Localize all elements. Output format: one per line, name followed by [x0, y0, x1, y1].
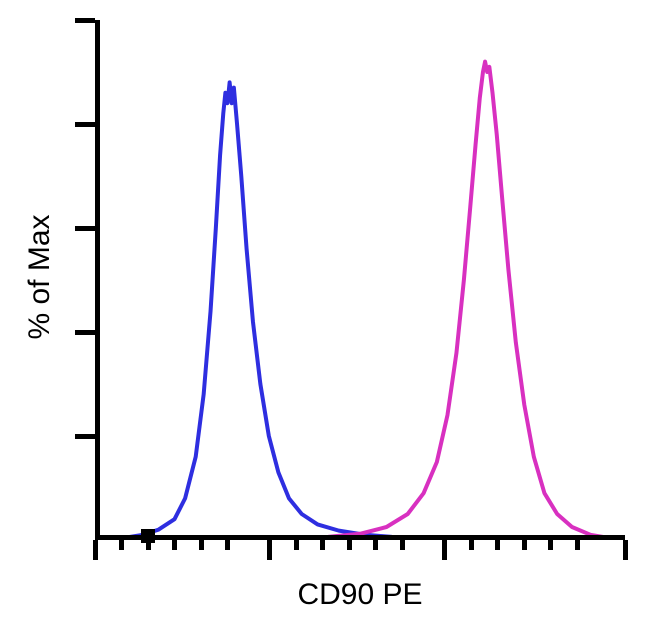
x-tick-major — [623, 540, 628, 560]
plot-area — [95, 20, 625, 540]
x-axis-marker — [141, 529, 155, 543]
y-tick-major — [75, 330, 95, 335]
x-tick-minor — [469, 540, 474, 550]
x-tick-minor — [199, 540, 204, 550]
y-tick-major — [75, 434, 95, 439]
series-control — [95, 82, 625, 540]
x-tick-minor — [575, 540, 580, 550]
x-tick-minor — [172, 540, 177, 550]
histogram-curves — [95, 20, 625, 540]
y-tick-major — [75, 226, 95, 231]
x-tick-minor — [320, 540, 325, 550]
x-tick-minor — [347, 540, 352, 550]
x-tick-minor — [400, 540, 405, 550]
x-tick-major — [93, 540, 98, 560]
x-tick-major — [267, 540, 272, 560]
x-tick-minor — [225, 540, 230, 550]
x-axis-label: CD90 PE — [260, 578, 460, 612]
x-tick-minor — [548, 540, 553, 550]
series-stained — [95, 62, 625, 540]
y-tick-major — [75, 18, 95, 23]
figure-root: % of Max CD90 PE — [0, 0, 650, 623]
x-tick-minor — [373, 540, 378, 550]
x-tick-major — [442, 540, 447, 560]
x-tick-minor — [294, 540, 299, 550]
x-tick-minor — [495, 540, 500, 550]
x-tick-minor — [119, 540, 124, 550]
y-axis-line — [95, 20, 100, 540]
y-tick-major — [75, 122, 95, 127]
x-tick-minor — [522, 540, 527, 550]
y-axis-label: % of Max — [23, 197, 57, 357]
